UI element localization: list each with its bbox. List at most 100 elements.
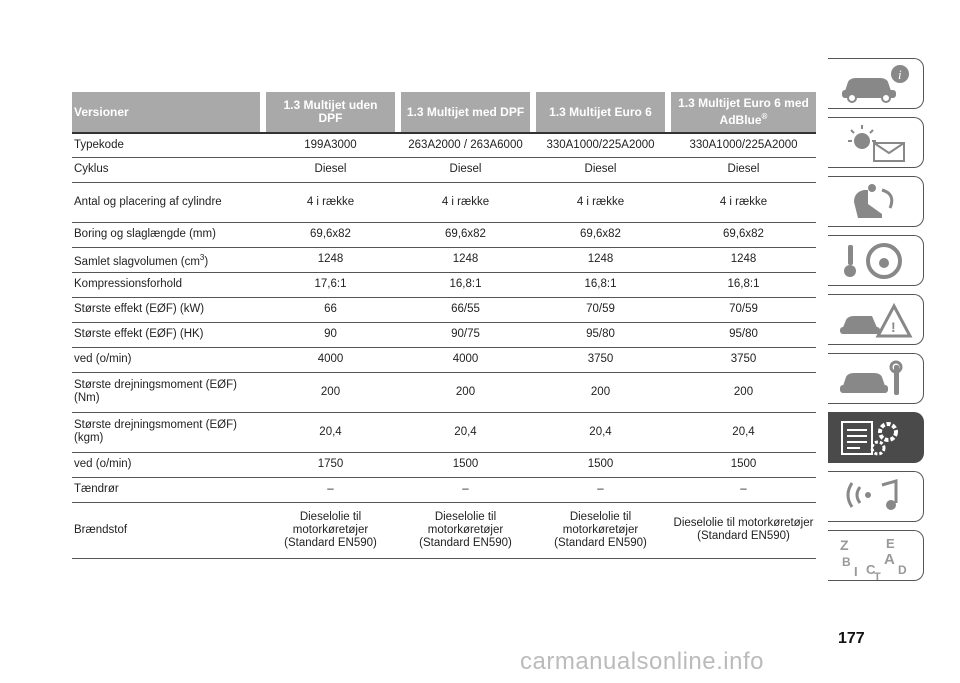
table-row: Boring og slaglængde (mm) 69,6x82 69,6x82 6…: [72, 222, 816, 248]
cell-value: 69,6x82: [536, 222, 665, 248]
cell-value: –: [266, 477, 395, 503]
cell-value: 1750: [266, 452, 395, 478]
cell-value: Dieselolie til motorkøretøjer (Standard …: [671, 502, 816, 559]
cell-value: 4000: [266, 347, 395, 373]
cell-value: 4 i række: [401, 182, 530, 223]
cell-value: 69,6x82: [671, 222, 816, 248]
tab-knowing-your-car[interactable]: i: [828, 58, 924, 109]
table-row: Cyklus Diesel Diesel Diesel Diesel: [72, 157, 816, 183]
cell-value: 69,6x82: [266, 222, 395, 248]
table-row: ved (o/min) 4000 4000 3750 3750: [72, 347, 816, 373]
technical-data-gear-icon: [841, 421, 898, 456]
cell-value: 1248: [536, 247, 665, 273]
cell-value: 16,8:1: [671, 272, 816, 298]
page-number: 177: [838, 630, 865, 647]
tab-starting-driving[interactable]: [828, 235, 924, 286]
cell-value: 16,8:1: [401, 272, 530, 298]
row-label: Boring og slaglængde (mm): [72, 222, 260, 248]
cell-value: 70/59: [536, 297, 665, 323]
cell-value: 16,8:1: [536, 272, 665, 298]
cell-value: 66/55: [401, 297, 530, 323]
cell-value: 66: [266, 297, 395, 323]
table-row: Største drejningsmoment (EØF) (kgm) 20,4 2…: [72, 412, 816, 453]
index-letter: A: [884, 551, 895, 568]
cell-value: 1248: [266, 247, 395, 273]
cell-value: 90/75: [401, 322, 530, 348]
row-label: Samlet slagvolumen (cm3): [72, 247, 260, 273]
table-row: Største effekt (EØF) (kW) 66 66/55 70/59 70/…: [72, 297, 816, 323]
cell-value: 70/59: [671, 297, 816, 323]
row-label: Tændrør: [72, 477, 260, 503]
cell-value: 1500: [401, 452, 530, 478]
index-letter: B: [842, 555, 851, 569]
index-letter: E: [886, 536, 895, 551]
cell-value: 330A1000/225A2000: [536, 133, 665, 158]
cell-value: 3750: [536, 347, 665, 373]
tab-warning-lights[interactable]: [828, 117, 924, 168]
tab-index[interactable]: Z E B A I C D T: [828, 530, 924, 581]
cell-value: 20,4: [671, 412, 816, 453]
cell-value: 199A3000: [266, 133, 395, 158]
row-label: Største effekt (EØF) (kW): [72, 297, 260, 323]
svg-text:!: !: [891, 319, 896, 335]
watermark: carmanualsonline.info: [520, 648, 764, 675]
car-info-icon: i: [842, 65, 909, 103]
cell-value: 1500: [671, 452, 816, 478]
row-label: Cyklus: [72, 157, 260, 183]
cell-value: Diesel: [536, 157, 665, 183]
header-versions: Versioner: [72, 92, 260, 134]
signal-music-icon: [846, 479, 898, 510]
header-multijet-no-dpf: 1.3 Multijet uden DPF: [266, 92, 395, 134]
cell-value: 17,6:1: [266, 272, 395, 298]
cell-value: 69,6x82: [401, 222, 530, 248]
tab-technical-data[interactable]: [828, 412, 924, 463]
row-label: Antal og placering af cylindre: [72, 182, 260, 223]
cell-value: 1248: [671, 247, 816, 273]
cell-value: Diesel: [671, 157, 816, 183]
cell-value: 200: [536, 372, 665, 413]
row-label: ved (o/min): [72, 347, 260, 373]
cell-value: 1248: [401, 247, 530, 273]
cell-value: 3750: [671, 347, 816, 373]
table-row: Brændstof Dieselolie til motorkøretøjer (…: [72, 502, 816, 559]
table-row: Samlet slagvolumen (cm3) 1248 1248 1248 1248: [72, 247, 816, 273]
header-multijet-euro6: 1.3 Multijet Euro 6: [536, 92, 665, 134]
header-multijet-dpf: 1.3 Multijet med DPF: [401, 92, 530, 134]
tab-emergency[interactable]: !: [828, 294, 924, 345]
chapter-tabs: i !: [828, 58, 926, 589]
cell-value: –: [671, 477, 816, 503]
cell-value: Dieselolie til motorkøretøjer (Standard …: [536, 502, 665, 559]
row-label: Største drejningsmoment (EØF) (kgm): [72, 412, 260, 453]
alphabetical-index-icon: Z E B A I C D T: [840, 536, 907, 580]
tab-safety[interactable]: [828, 176, 924, 227]
index-letter: C: [866, 562, 876, 577]
svg-text:i: i: [898, 67, 902, 82]
table-header-row: Versioner 1.3 Multijet uden DPF 1.3 Mult…: [72, 92, 816, 134]
car-accident-icon: !: [840, 302, 913, 338]
cell-value: 4 i række: [671, 182, 816, 223]
cell-value: –: [536, 477, 665, 503]
cell-value: 90: [266, 322, 395, 348]
tab-maintenance[interactable]: [828, 353, 924, 404]
cell-value: 200: [401, 372, 530, 413]
cell-value: Diesel: [266, 157, 395, 183]
cell-value: 200: [266, 372, 395, 413]
cell-value: 95/80: [536, 322, 665, 348]
technical-data-table-container: Versioner 1.3 Multijet uden DPF 1.3 Mult…: [72, 92, 816, 559]
key-steering-wheel-icon: [844, 243, 902, 279]
table-row: Tændrør – – – –: [72, 477, 816, 503]
engine-data-table: Versioner 1.3 Multijet uden DPF 1.3 Mult…: [72, 92, 816, 559]
row-label: Største effekt (EØF) (HK): [72, 322, 260, 348]
table-row: Antal og placering af cylindre 4 i række 4…: [72, 182, 816, 223]
cell-value: 263A2000 / 263A6000: [401, 133, 530, 158]
cell-value: 330A1000/225A2000: [671, 133, 816, 158]
table-row: Største effekt (EØF) (HK) 90 90/75 95/80 95/…: [72, 322, 816, 348]
index-letter: D: [898, 563, 907, 577]
header-multijet-euro6-adblue: 1.3 Multijet Euro 6 med AdBlue®: [671, 92, 816, 134]
cell-value: 1500: [536, 452, 665, 478]
cell-value: 20,4: [266, 412, 395, 453]
cell-value: Dieselolie til motorkøretøjer (Standard …: [401, 502, 530, 559]
tab-multimedia[interactable]: [828, 471, 924, 522]
cell-value: 4 i række: [266, 182, 395, 223]
row-label: ved (o/min): [72, 452, 260, 478]
